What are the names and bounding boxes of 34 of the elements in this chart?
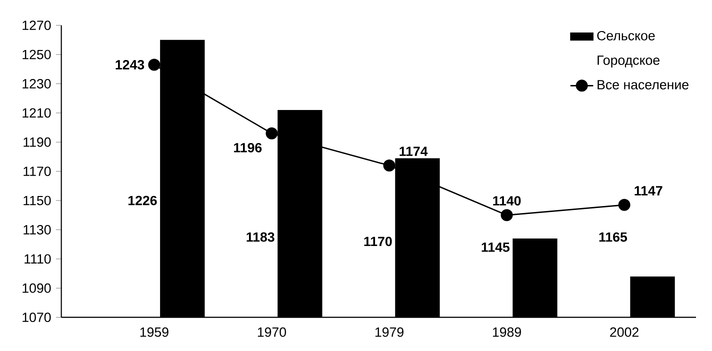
annotation: 1165: [599, 232, 628, 242]
y-tick-label: 1170: [24, 166, 51, 176]
legend-label: Все население: [598, 80, 688, 90]
annotation: 1183: [246, 232, 274, 242]
point: [618, 199, 630, 212]
data-label: 1147: [634, 186, 662, 196]
data-label: 1140: [493, 196, 521, 206]
point: [266, 128, 278, 140]
legend-label: Сельское: [597, 31, 655, 41]
annotation: 1170: [364, 236, 392, 246]
data-label: 1174: [400, 146, 428, 156]
annotation: Городское: [598, 56, 660, 68]
x-tick-label: 1989: [492, 328, 521, 337]
x-tick-label: 1970: [258, 328, 286, 337]
y-tick-label: 1230: [22, 79, 51, 89]
point: [383, 160, 396, 172]
y-tick-label: 1270: [22, 20, 51, 30]
y-tick-label: 1070: [22, 312, 51, 322]
point: [148, 58, 160, 71]
y-tick-label: 1130: [24, 225, 51, 235]
x-tick-label: 1959: [140, 328, 168, 337]
x-tick-label: 2002: [610, 328, 638, 337]
point: [500, 209, 513, 222]
data-label: 1243: [116, 60, 144, 70]
y-tick-label: 1190: [24, 138, 51, 148]
y-tick-label: 1210: [22, 108, 51, 118]
data-label: 1196: [234, 143, 262, 153]
x-tick-label: 1979: [375, 328, 404, 337]
y-tick-label: 1110: [24, 254, 51, 264]
y-tick-label: 1090: [22, 284, 51, 294]
annotation: 1145: [482, 242, 510, 252]
annotation: 1226: [128, 196, 157, 206]
y-tick-label: 1250: [22, 50, 51, 60]
y-tick-label: 1150: [24, 196, 51, 206]
